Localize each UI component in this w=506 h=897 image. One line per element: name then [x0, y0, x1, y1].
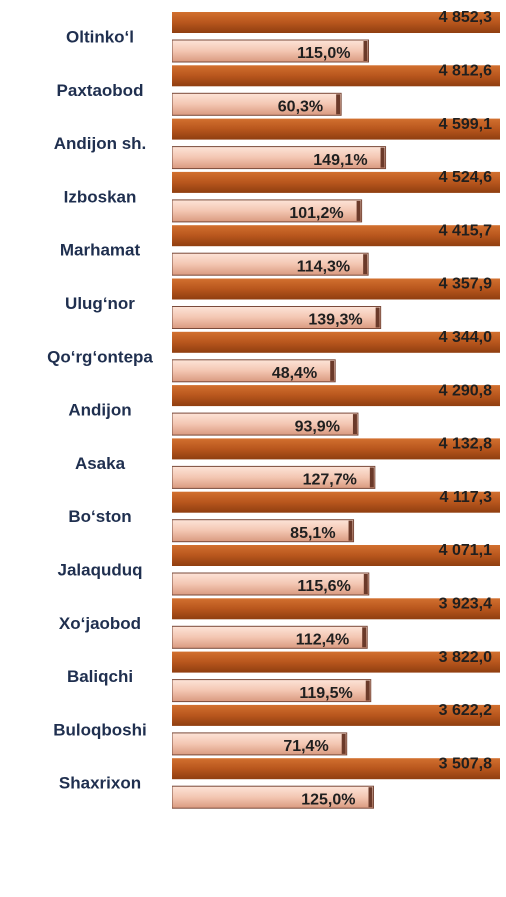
bar	[172, 359, 336, 383]
category-label: Marhamat	[60, 241, 141, 260]
bar	[172, 39, 369, 63]
value-label: 4 852,3	[439, 9, 492, 26]
bar	[172, 491, 500, 513]
bar-bevel	[365, 680, 370, 701]
value-label: 4 599,1	[439, 116, 492, 133]
value-label: 71,4%	[283, 738, 328, 755]
bar	[172, 572, 370, 596]
bar	[172, 306, 382, 329]
bar	[172, 171, 500, 193]
value-label: 125,0%	[301, 791, 355, 808]
value-label: 4 812,6	[439, 63, 492, 80]
category-label: Shaxrixon	[59, 774, 141, 793]
bar	[172, 758, 500, 780]
bar	[172, 92, 342, 116]
value-label: 127,7%	[303, 472, 357, 489]
bar	[172, 199, 363, 223]
category-label: Andijon	[68, 401, 131, 420]
category-label: Xo‘jaobod	[59, 614, 141, 633]
value-label: 4 415,7	[439, 222, 492, 239]
bar	[172, 252, 369, 276]
bar	[172, 598, 500, 620]
bar	[172, 12, 500, 33]
value-label: 60,3%	[278, 99, 323, 116]
value-label: 4 290,8	[439, 382, 492, 399]
bar-bevel	[348, 520, 353, 541]
value-label: 139,3%	[308, 312, 362, 329]
bar-bevel	[352, 414, 357, 435]
bar-bevel	[362, 627, 367, 648]
value-label: 48,4%	[272, 365, 317, 382]
value-label: 4 071,1	[439, 542, 492, 559]
value-label: 115,6%	[297, 578, 350, 595]
bar	[172, 545, 500, 566]
plot-area	[172, 12, 500, 809]
value-label: 4 524,6	[439, 169, 492, 186]
value-label: 101,2%	[289, 205, 343, 222]
value-label: 3 507,8	[439, 755, 492, 772]
bar	[172, 465, 376, 489]
bar	[172, 225, 500, 247]
value-label: 149,1%	[313, 152, 367, 169]
value-label: 119,5%	[299, 685, 352, 702]
category-label: Asaka	[75, 454, 126, 473]
bar-bevel	[336, 94, 341, 115]
value-label: 93,9%	[295, 418, 340, 435]
bar	[172, 65, 500, 87]
bar	[172, 785, 374, 809]
bar	[172, 412, 359, 436]
bar	[172, 679, 372, 703]
bar-bevel	[363, 574, 368, 594]
bar-bevel	[341, 733, 346, 754]
value-label: 4 357,9	[439, 276, 492, 293]
category-label: Ulug‘nor	[65, 294, 135, 313]
bar	[172, 146, 387, 170]
bar-bevel	[363, 254, 368, 275]
bar-bevel	[363, 41, 368, 61]
bar-bevel	[375, 307, 380, 328]
bar	[172, 732, 348, 756]
bar	[172, 278, 500, 300]
bar	[172, 651, 500, 673]
bar-bevel	[330, 360, 335, 381]
bar	[172, 118, 500, 140]
value-label: 85,1%	[290, 525, 335, 542]
bar	[172, 385, 500, 407]
value-label: 114,3%	[297, 258, 350, 275]
value-label: 4 344,0	[439, 329, 492, 346]
bar	[172, 704, 500, 726]
bar-bevel	[380, 147, 385, 168]
bar	[172, 438, 500, 460]
value-label: 115,0%	[297, 45, 350, 62]
bar-bevel	[369, 467, 374, 488]
category-label: Izboskan	[64, 187, 137, 206]
bar-bevel	[356, 200, 361, 221]
value-label: 4 117,3	[440, 489, 493, 506]
category-label: Bo‘ston	[68, 507, 131, 526]
category-label: Qo‘rg‘ontepa	[47, 347, 153, 366]
bar	[172, 519, 355, 543]
category-label: Oltinko‘l	[66, 27, 134, 46]
category-label: Jalaquduq	[57, 560, 142, 579]
value-label: 3 622,2	[439, 702, 492, 719]
bar	[172, 331, 500, 353]
bar-bevel	[368, 787, 373, 808]
category-label: Andijon sh.	[54, 134, 147, 153]
value-label: 4 132,8	[439, 436, 492, 453]
category-label: Baliqchi	[67, 667, 133, 686]
value-label: 3 923,4	[439, 596, 492, 613]
category-label: Paxtaobod	[57, 81, 144, 100]
category-label: Buloqboshi	[53, 720, 146, 739]
value-label: 3 822,0	[439, 649, 492, 666]
value-label: 112,4%	[296, 632, 349, 649]
bar	[172, 625, 368, 649]
